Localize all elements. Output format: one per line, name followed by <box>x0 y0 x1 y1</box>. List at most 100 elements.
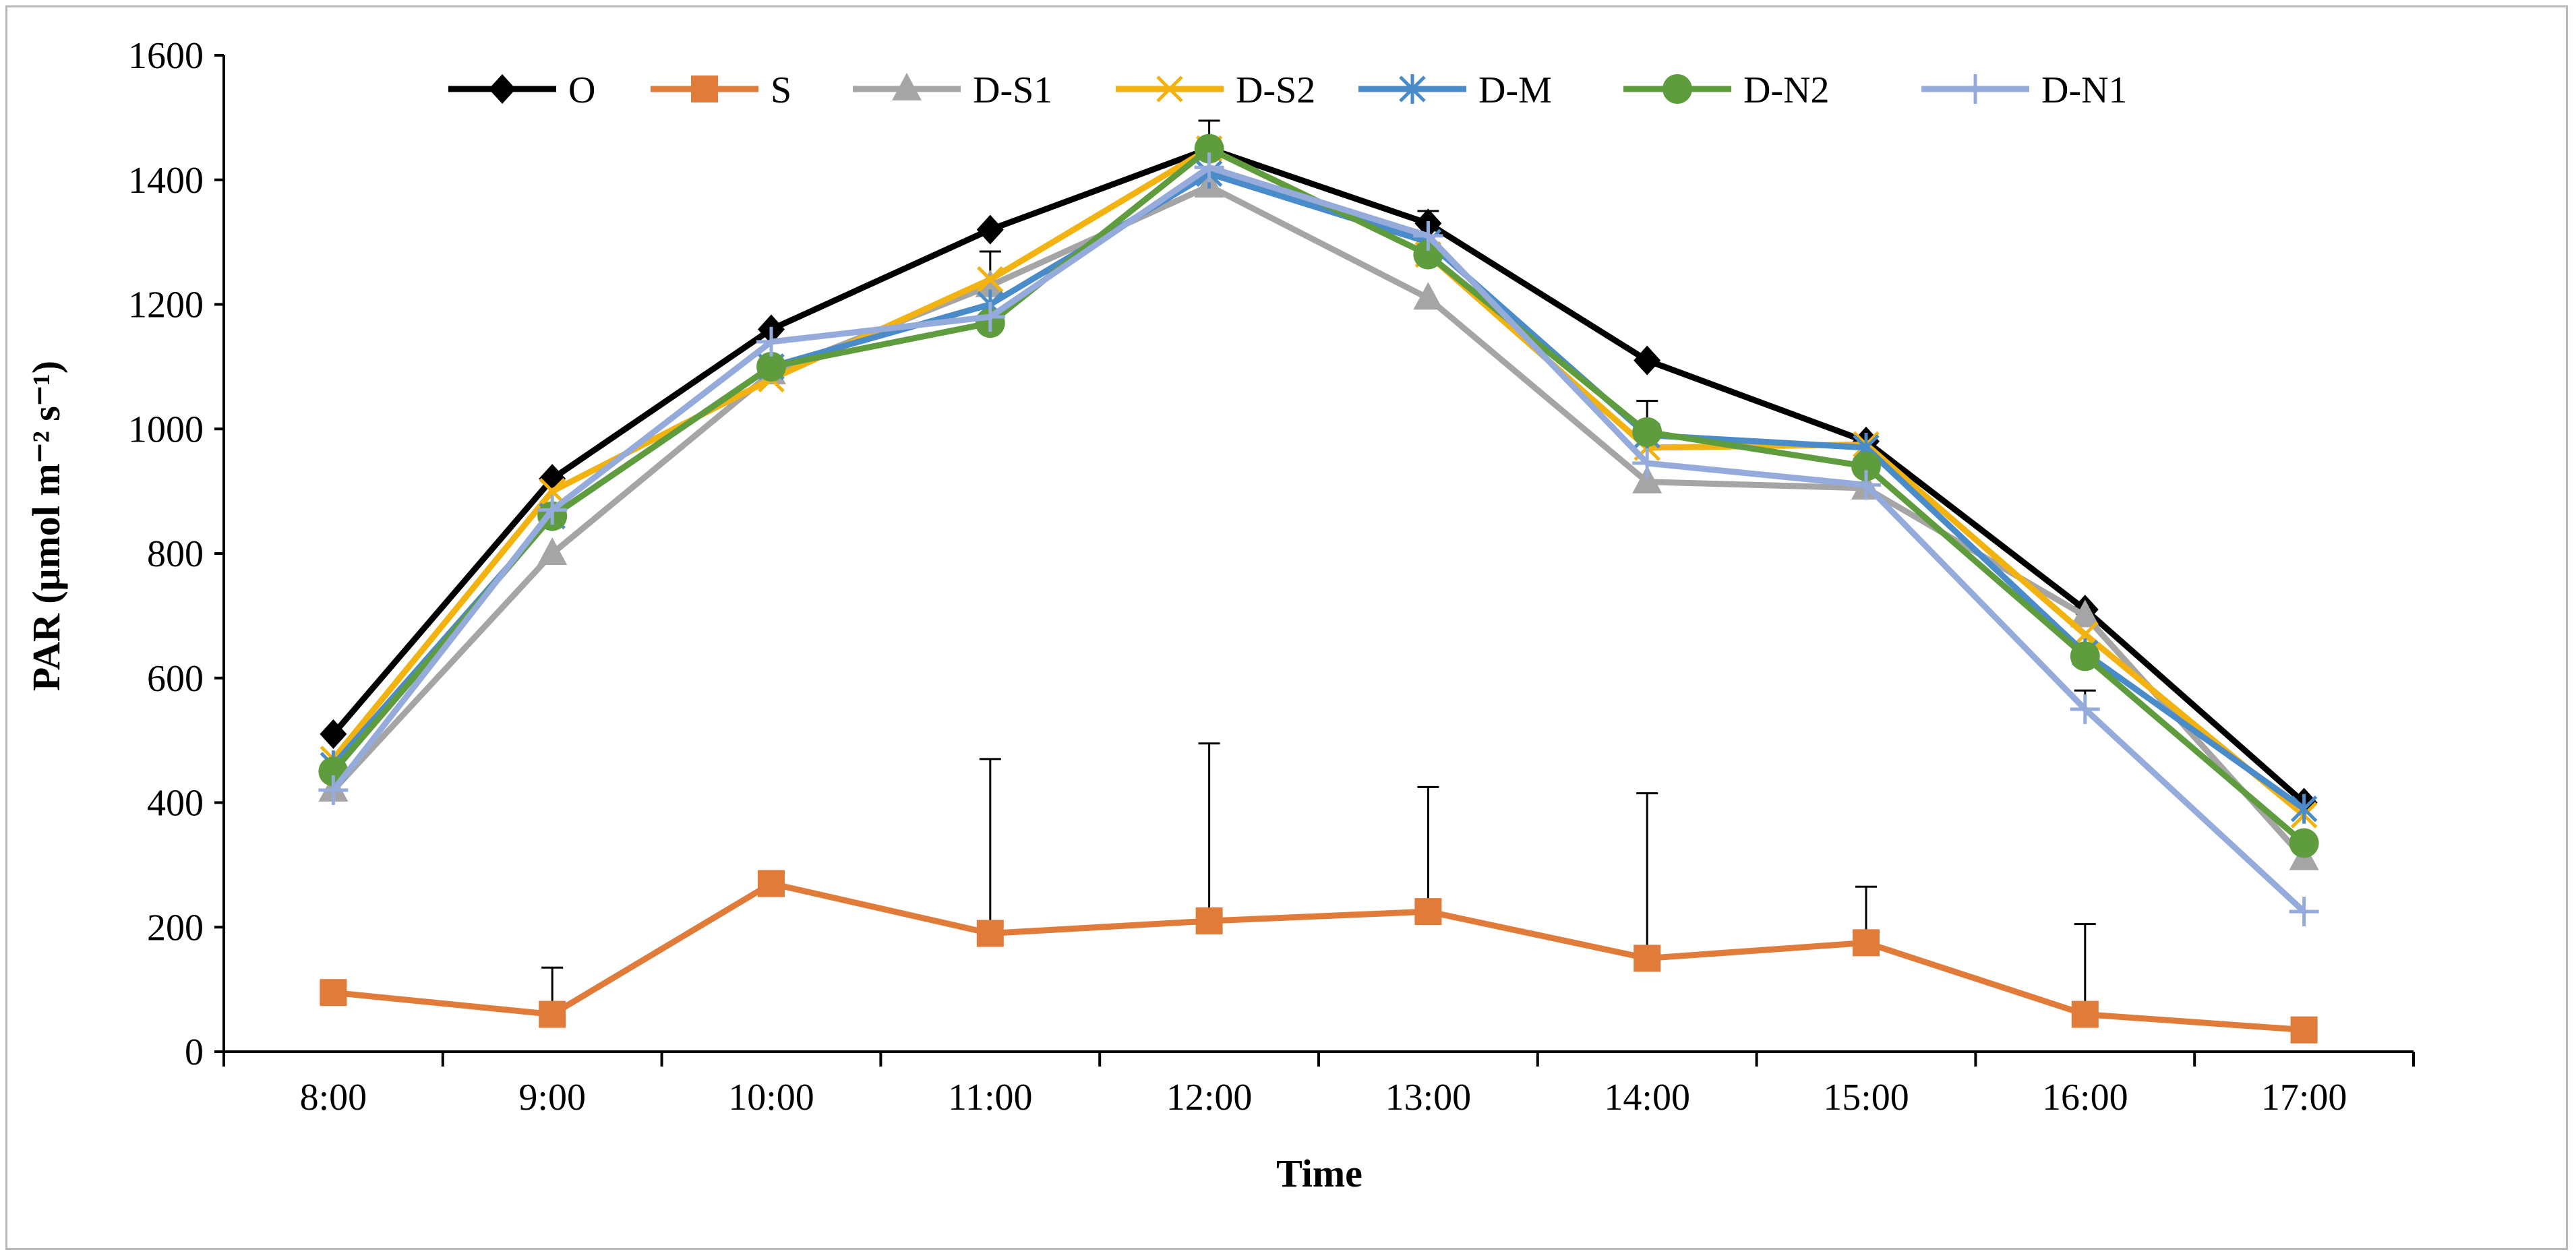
data-point-d-n1 <box>756 326 786 357</box>
data-point-s <box>539 1000 566 1028</box>
x-tick-label: 12:00 <box>1166 1077 1253 1118</box>
data-point-d-n1 <box>318 775 349 806</box>
data-point-d-n1 <box>1632 448 1663 479</box>
data-point-s <box>320 979 347 1007</box>
x-axis-title: Time <box>1276 1151 1362 1195</box>
data-point-d-n1 <box>537 495 568 525</box>
error-bar <box>1198 742 1220 922</box>
data-point-d-n1 <box>1851 470 1881 500</box>
series-layer <box>318 133 2319 1044</box>
y-tick-label: 1000 <box>128 409 204 450</box>
y-tick-label: 800 <box>147 533 204 575</box>
y-tick-label: 600 <box>147 658 204 700</box>
data-point-d-s1 <box>537 537 568 565</box>
legend-item-o: O <box>448 69 595 111</box>
data-point-d-n2 <box>1632 417 1663 447</box>
y-tick-label: 200 <box>147 907 204 949</box>
series-line-s <box>332 880 2304 1034</box>
x-tick-label: 16:00 <box>2042 1077 2128 1118</box>
legend-item-d-s2: D-S2 <box>1116 69 1315 111</box>
data-point-d-s2 <box>977 266 1004 293</box>
data-point-s <box>1634 945 1661 972</box>
data-point-d-s1 <box>1632 465 1663 493</box>
legend-item-d-s1: D-S1 <box>853 69 1052 111</box>
data-point-o <box>320 719 347 749</box>
legend-marker-d-n1 <box>1960 74 1990 104</box>
series-d-m <box>320 158 2318 824</box>
data-point-d-n1 <box>975 301 1005 332</box>
y-tick-label: 0 <box>185 1031 204 1073</box>
y-tick-label: 400 <box>147 783 204 825</box>
x-tick-label: 15:00 <box>1823 1077 1909 1118</box>
legend-label: D-S2 <box>1236 69 1315 111</box>
x-tick-label: 17:00 <box>2261 1077 2347 1118</box>
legend-marker-d-s2 <box>1156 76 1183 102</box>
series-line-d-n1 <box>330 164 2306 914</box>
legend-label: D-M <box>1478 69 1552 111</box>
legend-label: D-N2 <box>1743 69 1830 111</box>
y-axis-title: PAR (μmol m⁻² s⁻¹) <box>24 361 68 691</box>
axes-layer: 0 200 400 600 800 1000 1200 1400 1600 8:00 9:00 10:… <box>128 35 2415 1118</box>
data-point-d-n2 <box>1851 451 1881 481</box>
data-point-d-n2 <box>2289 828 2319 858</box>
x-tick-label: 11:00 <box>948 1077 1032 1118</box>
data-point-d-s1 <box>2070 599 2100 628</box>
data-point-s <box>2290 1016 2318 1044</box>
legend-item-d-n1: D-N1 <box>1921 69 2128 111</box>
data-point-s <box>1853 929 1880 957</box>
series-line-d-s1 <box>331 183 2306 861</box>
data-point-d-n1 <box>2070 694 2100 724</box>
data-point-d-n2 <box>1194 133 1224 164</box>
x-tick-label: 14:00 <box>1604 1077 1690 1118</box>
error-bar <box>1417 785 1439 912</box>
legend-marker-d-s1 <box>892 73 922 100</box>
legend-label: O <box>568 69 595 111</box>
legend-label: D-N1 <box>2041 69 2128 111</box>
legend-marker-d-m <box>1399 74 1426 104</box>
data-point-d-s1 <box>975 269 1005 297</box>
x-tick-label: 8:00 <box>300 1077 367 1118</box>
data-point-s <box>1195 907 1223 935</box>
x-tick-label: 9:00 <box>518 1077 586 1118</box>
error-bar <box>979 758 1001 934</box>
chart-frame <box>5 5 2568 1250</box>
series-o <box>320 133 2318 818</box>
legend-marker-o <box>489 74 516 104</box>
data-point-d-n1 <box>1194 152 1224 183</box>
legend-label: S <box>771 69 791 111</box>
data-point-d-m <box>2290 793 2318 824</box>
data-point-d-n2 <box>2070 641 2100 671</box>
data-point-o <box>976 214 1004 245</box>
legend-marker-d-n2 <box>1663 74 1692 104</box>
data-point-s <box>1414 898 1442 926</box>
x-tick-label: 13:00 <box>1385 1077 1472 1118</box>
legend-label: D-S1 <box>973 69 1052 111</box>
error-bar <box>2074 923 2096 1015</box>
y-tick-label: 1600 <box>128 35 204 77</box>
data-point-d-n1 <box>2289 897 2319 927</box>
y-tick-label: 1400 <box>128 160 204 202</box>
series-line-d-n2 <box>330 146 2306 845</box>
series-d-s1 <box>318 169 2319 870</box>
legend-marker-s <box>691 76 718 102</box>
error-bar <box>1636 792 1658 959</box>
series-line-d-s2 <box>330 146 2306 818</box>
data-point-s <box>2071 1000 2099 1028</box>
legend-item-d-n2: D-N2 <box>1623 69 1830 111</box>
data-point-d-s1 <box>1413 282 1443 310</box>
series-d-n1 <box>318 152 2319 927</box>
data-point-d-n2 <box>756 351 786 382</box>
data-point-d-s2 <box>539 477 566 505</box>
x-tick-label: 10:00 <box>728 1077 814 1118</box>
series-s <box>320 870 2318 1044</box>
legend-item-s: S <box>651 69 791 111</box>
data-point-o <box>1634 345 1661 376</box>
legend-item-d-m: D-M <box>1358 69 1552 111</box>
data-point-s <box>758 870 785 897</box>
data-point-d-n1 <box>1413 220 1443 251</box>
data-point-s <box>976 920 1004 947</box>
legend: O S D-S1 D-S2 D-M D-N2 D-N1 <box>448 69 2128 111</box>
series-line-o <box>330 146 2306 805</box>
y-tick-label: 1200 <box>128 284 204 326</box>
